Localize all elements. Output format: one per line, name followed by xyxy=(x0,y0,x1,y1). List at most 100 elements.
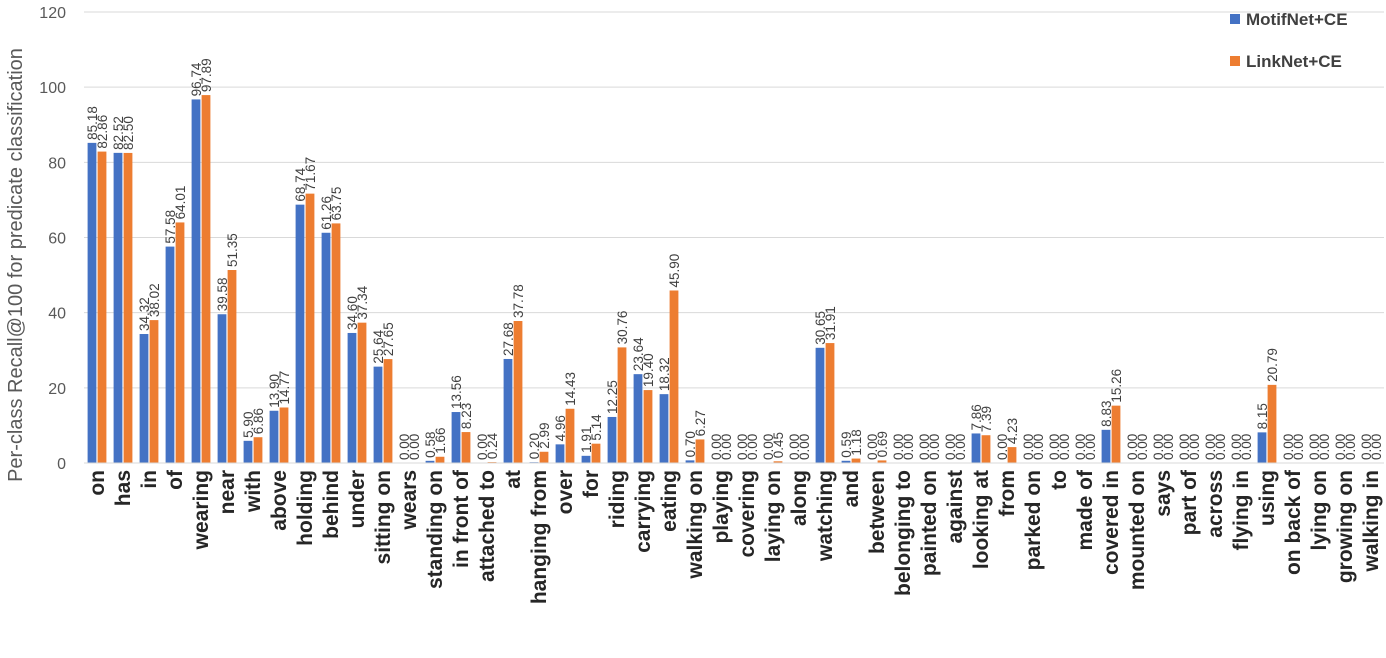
y-tick-label: 80 xyxy=(48,155,66,172)
x-tick-label: made of xyxy=(1074,469,1097,551)
x-tick-label: riding xyxy=(606,470,629,528)
bar-linknet xyxy=(149,320,159,463)
data-label: 31.91 xyxy=(823,306,838,340)
bars xyxy=(87,95,1277,464)
data-label: 15.26 xyxy=(1109,369,1124,403)
x-tick-label: wearing xyxy=(190,470,213,550)
data-label: 14.77 xyxy=(277,371,292,405)
data-label: 18.32 xyxy=(657,357,672,391)
data-label: 13.90 xyxy=(267,374,282,408)
x-tick-label: walking on xyxy=(684,470,707,580)
data-label: 0.00 xyxy=(1151,434,1166,460)
y-tick-label: 0 xyxy=(57,456,66,473)
bar-linknet xyxy=(331,223,341,463)
data-label: 0.00 xyxy=(1187,434,1202,460)
data-label: 71.67 xyxy=(303,157,318,191)
data-label: 0.00 xyxy=(865,434,880,460)
data-label: 8.15 xyxy=(1255,403,1270,429)
x-tick-label: covered in xyxy=(1100,470,1123,575)
bar-linknet xyxy=(1267,384,1277,463)
bar-linknet xyxy=(279,407,289,463)
data-label: 0.00 xyxy=(953,434,968,460)
data-label: 38.02 xyxy=(147,283,162,317)
x-tick-label: behind xyxy=(320,470,343,539)
data-label: 0.00 xyxy=(1291,434,1306,460)
bar-linknet xyxy=(1111,405,1121,463)
data-label: 23.64 xyxy=(631,337,646,371)
data-label: 0.00 xyxy=(761,434,776,460)
data-label: 0.00 xyxy=(1343,434,1358,460)
data-label: 0.00 xyxy=(1333,434,1348,460)
x-tick-label: playing xyxy=(710,470,733,544)
data-label: 5.90 xyxy=(241,412,256,438)
data-label: 82.86 xyxy=(95,115,110,149)
data-label: 0.00 xyxy=(901,434,916,460)
bar-motifnet xyxy=(815,347,825,463)
x-tick-label: along xyxy=(788,470,811,526)
data-label: 0.00 xyxy=(1359,434,1374,460)
data-label: 97.89 xyxy=(199,58,214,92)
x-tick-label: between xyxy=(866,470,889,554)
data-label: 0.00 xyxy=(1031,434,1046,460)
bar-linknet xyxy=(825,343,835,463)
x-tick-label: on back of xyxy=(1282,469,1305,575)
data-label: 0.00 xyxy=(891,434,906,460)
x-tick-label: part of xyxy=(1178,469,1201,535)
x-tick-label: laying on xyxy=(762,470,785,562)
data-label: 1.18 xyxy=(849,429,864,455)
data-label: 0.20 xyxy=(527,433,542,459)
x-tick-label: walking in xyxy=(1360,470,1383,573)
data-label: 85.18 xyxy=(85,106,100,140)
x-tick-label: under xyxy=(346,470,369,528)
legend-swatch xyxy=(1230,14,1240,24)
bar-motifnet xyxy=(659,394,669,463)
x-tick-label: near xyxy=(216,470,239,514)
x-tick-label: watching xyxy=(814,470,837,562)
y-tick-label: 40 xyxy=(48,306,66,323)
data-label: 4.96 xyxy=(553,415,568,441)
bar-motifnet xyxy=(113,152,123,463)
data-label: 7.86 xyxy=(969,404,984,430)
bar-linknet xyxy=(305,193,315,463)
data-label: 5.14 xyxy=(589,414,604,441)
bar-linknet xyxy=(981,435,991,463)
data-label: 0.00 xyxy=(397,434,412,460)
bar-linknet xyxy=(227,270,237,463)
bar-motifnet xyxy=(217,314,227,463)
data-label: 39.58 xyxy=(215,277,230,311)
bar-motifnet xyxy=(295,204,305,463)
data-label: 37.34 xyxy=(355,285,370,319)
x-tick-label: holding xyxy=(294,470,317,546)
bar-linknet xyxy=(253,437,263,463)
x-tick-label: across xyxy=(1204,470,1227,538)
x-tick-label: attached to xyxy=(476,470,499,582)
bar-motifnet xyxy=(633,374,643,463)
data-label: 82.50 xyxy=(121,116,136,150)
gridlines xyxy=(84,11,1384,389)
data-label: 0.00 xyxy=(1281,434,1296,460)
y-tick-label: 120 xyxy=(39,5,66,22)
bar-linknet xyxy=(591,443,601,463)
x-tick-label: has xyxy=(112,470,135,506)
data-label: 0.00 xyxy=(917,434,932,460)
data-label: 96.74 xyxy=(189,62,204,96)
data-label: 0.00 xyxy=(1083,434,1098,460)
data-label: 0.69 xyxy=(875,431,890,457)
x-tick-label: and xyxy=(840,470,863,507)
bar-motifnet xyxy=(555,444,565,463)
x-tick-label: from xyxy=(996,470,1019,517)
data-label: 0.00 xyxy=(1307,434,1322,460)
bar-motifnet xyxy=(971,433,981,463)
bar-motifnet xyxy=(139,334,149,463)
data-label: 30.65 xyxy=(813,311,828,345)
x-tick-label: for xyxy=(580,470,603,498)
data-label: 19.40 xyxy=(641,353,656,387)
y-tick-label: 20 xyxy=(48,381,66,398)
data-label: 0.00 xyxy=(709,434,724,460)
bar-motifnet xyxy=(451,412,461,463)
data-label: 6.86 xyxy=(251,408,266,434)
bar-motifnet xyxy=(191,99,201,464)
data-label: 0.00 xyxy=(1177,434,1192,460)
x-tick-label: looking at xyxy=(970,470,993,569)
x-tick-label: covering xyxy=(736,470,759,558)
